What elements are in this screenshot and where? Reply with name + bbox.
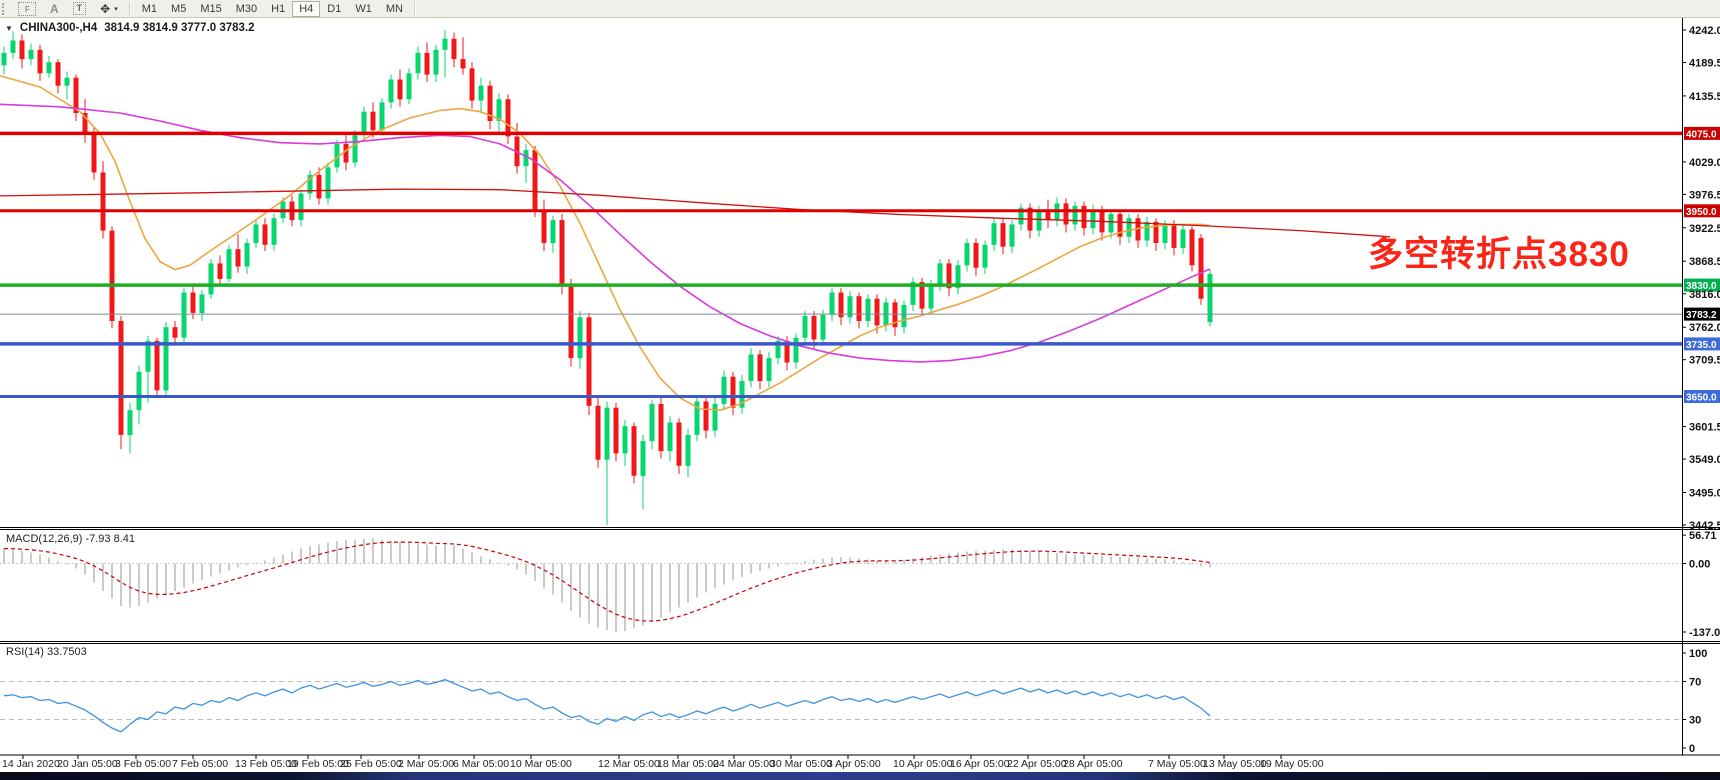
svg-text:3816.0: 3816.0 bbox=[1689, 289, 1720, 301]
svg-text:4242.0: 4242.0 bbox=[1689, 25, 1720, 37]
svg-text:25 Feb 05:00: 25 Feb 05:00 bbox=[340, 758, 402, 770]
svg-text:70: 70 bbox=[1689, 677, 1701, 689]
timeframe-button-w1[interactable]: W1 bbox=[348, 1, 379, 17]
svg-text:3976.5: 3976.5 bbox=[1689, 189, 1720, 201]
annotation-text[interactable]: 多空转折点3830 bbox=[1368, 235, 1630, 274]
svg-text:3762.0: 3762.0 bbox=[1689, 322, 1720, 334]
svg-text:3 Feb 05:00: 3 Feb 05:00 bbox=[115, 758, 171, 770]
price-badge bbox=[1684, 337, 1720, 351]
timeframe-button-m5[interactable]: M5 bbox=[164, 1, 193, 17]
objects-f-tool-button[interactable]: F bbox=[11, 1, 43, 17]
move-cursor-icon: ✥ bbox=[100, 1, 111, 16]
svg-text:3950.0: 3950.0 bbox=[1686, 207, 1717, 218]
ma-orange-line bbox=[0, 75, 1211, 412]
svg-text:3830.0: 3830.0 bbox=[1686, 281, 1717, 292]
svg-text:3650.0: 3650.0 bbox=[1686, 393, 1717, 404]
svg-text:18 Mar 05:00: 18 Mar 05:00 bbox=[657, 758, 719, 770]
svg-text:4135.5: 4135.5 bbox=[1689, 91, 1720, 103]
dotted-frame-f-icon: F bbox=[18, 1, 36, 16]
svg-text:19 Feb 05:00: 19 Feb 05:00 bbox=[287, 758, 349, 770]
price-badge bbox=[1684, 204, 1720, 218]
svg-text:12 Mar 05:00: 12 Mar 05:00 bbox=[598, 758, 660, 770]
candles bbox=[1, 30, 1213, 526]
chart-title-row: ▼ CHINA300-,H4 3814.9 3814.9 3777.0 3783… bbox=[5, 22, 255, 34]
svg-text:3601.5: 3601.5 bbox=[1689, 422, 1720, 434]
toolbar-grip[interactable] bbox=[2, 2, 7, 15]
svg-text:3709.5: 3709.5 bbox=[1689, 355, 1720, 367]
svg-text:20 Jan 05:00: 20 Jan 05:00 bbox=[57, 758, 118, 770]
chevron-down-icon: ▾ bbox=[114, 5, 118, 13]
svg-text:13 Feb 05:00: 13 Feb 05:00 bbox=[235, 758, 297, 770]
svg-text:0: 0 bbox=[1689, 743, 1695, 755]
svg-text:3922.5: 3922.5 bbox=[1689, 223, 1720, 235]
price-badge bbox=[1684, 278, 1720, 292]
letter-a-icon: A bbox=[50, 1, 59, 16]
svg-text:30: 30 bbox=[1689, 715, 1701, 727]
macd-histogram bbox=[3, 538, 1211, 632]
svg-text:28 Apr 05:00: 28 Apr 05:00 bbox=[1063, 758, 1123, 770]
timeframe-button-d1[interactable]: D1 bbox=[320, 1, 348, 17]
ohlc-toggle-icon[interactable]: ▼ bbox=[5, 23, 13, 33]
svg-text:-137.01: -137.01 bbox=[1689, 627, 1720, 639]
timeframe-button-mn[interactable]: MN bbox=[379, 1, 410, 17]
text-label-tool-button[interactable]: A bbox=[43, 1, 66, 17]
svg-text:100: 100 bbox=[1689, 648, 1707, 660]
svg-text:10 Apr 05:00: 10 Apr 05:00 bbox=[893, 758, 953, 770]
svg-text:19 May 05:00: 19 May 05:00 bbox=[1260, 758, 1324, 770]
price-badge bbox=[1684, 126, 1720, 140]
svg-text:10 Mar 05:00: 10 Mar 05:00 bbox=[510, 758, 572, 770]
timeframe-button-h4[interactable]: H4 bbox=[292, 0, 321, 17]
svg-text:3549.0: 3549.0 bbox=[1689, 454, 1720, 466]
svg-text:56.71: 56.71 bbox=[1689, 530, 1717, 542]
svg-text:3783.2: 3783.2 bbox=[1686, 310, 1717, 321]
text-box-tool-button[interactable]: T bbox=[66, 1, 94, 17]
rsi-line bbox=[3, 678, 1211, 733]
svg-text:14 Jan 2020: 14 Jan 2020 bbox=[2, 758, 60, 770]
ohlc-values: 3814.9 3814.9 3777.0 3783.2 bbox=[104, 22, 255, 34]
svg-text:24 Mar 05:00: 24 Mar 05:00 bbox=[713, 758, 775, 770]
timeframe-button-m1[interactable]: M1 bbox=[135, 1, 164, 17]
svg-text:16 Apr 05:00: 16 Apr 05:00 bbox=[950, 758, 1010, 770]
price-badge bbox=[1684, 390, 1720, 403]
svg-text:4075.0: 4075.0 bbox=[1686, 129, 1717, 140]
toolbar-separator bbox=[128, 2, 131, 15]
svg-text:30 Mar 05:00: 30 Mar 05:00 bbox=[770, 758, 832, 770]
symbol-period-label: CHINA300-,H4 bbox=[19, 22, 98, 34]
svg-text:3495.0: 3495.0 bbox=[1689, 488, 1720, 500]
svg-text:3735.0: 3735.0 bbox=[1686, 340, 1717, 351]
svg-text:0.00: 0.00 bbox=[1689, 559, 1710, 571]
svg-text:3868.5: 3868.5 bbox=[1689, 256, 1720, 268]
timeframe-button-m15[interactable]: M15 bbox=[193, 1, 228, 17]
svg-text:2 Mar 05:00: 2 Mar 05:00 bbox=[398, 758, 454, 770]
svg-text:4029.0: 4029.0 bbox=[1689, 157, 1720, 169]
cursor-tool-button[interactable]: ✥ ▾ bbox=[93, 1, 125, 17]
svg-text:4189.5: 4189.5 bbox=[1689, 58, 1720, 70]
svg-text:6 Mar 05:00: 6 Mar 05:00 bbox=[453, 758, 509, 770]
svg-text:22 Apr 05:00: 22 Apr 05:00 bbox=[1007, 758, 1067, 770]
macd-signal-line bbox=[3, 541, 1211, 622]
toolbar-separator bbox=[413, 2, 416, 15]
svg-text:7 May 05:00: 7 May 05:00 bbox=[1148, 758, 1206, 770]
price-badge bbox=[1684, 307, 1720, 321]
top-toolbar: F A T ✥ ▾ M1 M5 M15 M30 H1 H4 D1 W1 MN bbox=[0, 0, 1720, 18]
rsi-indicator-label: RSI(14) 33.7503 bbox=[6, 646, 87, 658]
svg-text:7 Feb 05:00: 7 Feb 05:00 bbox=[172, 758, 228, 770]
svg-text:3 Apr 05:00: 3 Apr 05:00 bbox=[827, 758, 881, 770]
timeframe-button-m30[interactable]: M30 bbox=[229, 1, 264, 17]
boxed-t-icon: T bbox=[72, 2, 87, 15]
macd-indicator-label: MACD(12,26,9) -7.93 8.41 bbox=[6, 533, 136, 545]
svg-text:13 May 05:00: 13 May 05:00 bbox=[1203, 758, 1267, 770]
timeframe-button-h1[interactable]: H1 bbox=[264, 1, 292, 17]
taskbar-edge bbox=[0, 772, 1720, 780]
